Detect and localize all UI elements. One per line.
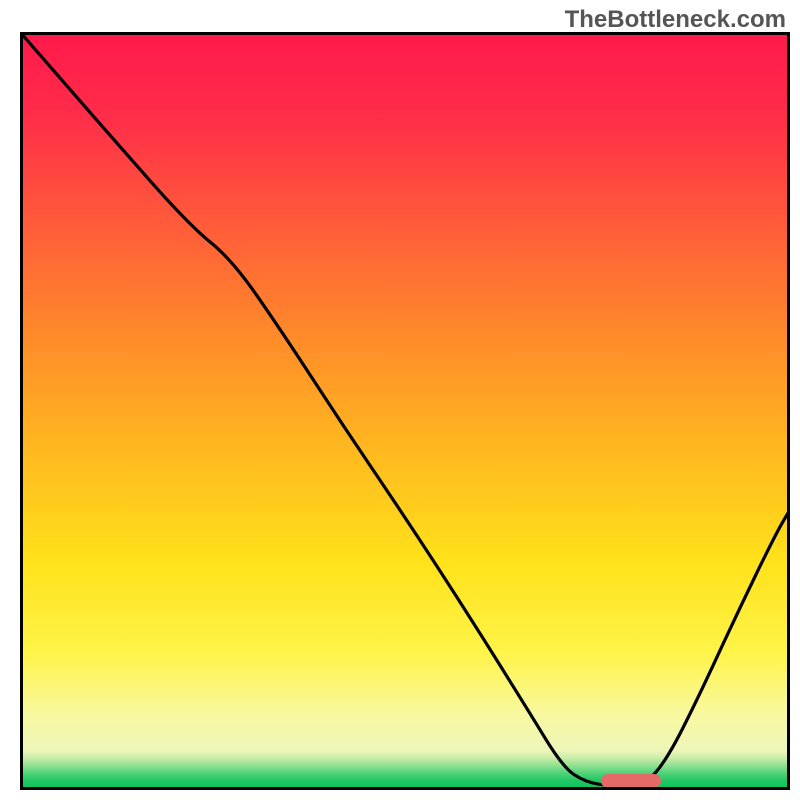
watermark-text: TheBottleneck.com — [565, 6, 786, 34]
plot-area — [20, 32, 790, 790]
optimal-indicator — [601, 774, 661, 788]
chart-frame: TheBottleneck.com — [0, 0, 800, 800]
gradient-background — [20, 32, 790, 790]
